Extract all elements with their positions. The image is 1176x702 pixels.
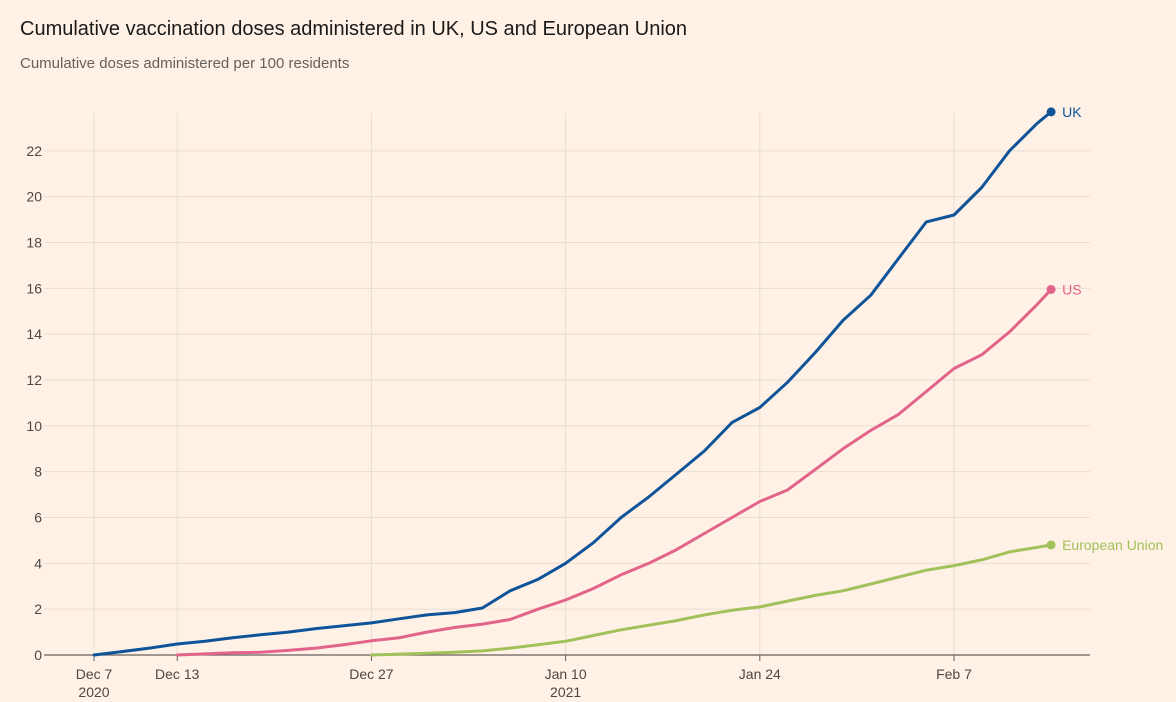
chart-subtitle: Cumulative doses administered per 100 re… [20, 55, 350, 72]
x-tick-label: Jan 24 [739, 666, 781, 682]
y-tick-label: 18 [26, 235, 42, 251]
series-endpoint-uk [1046, 107, 1056, 117]
x-axis-ticks: Dec 7 2020 Dec 13 Dec 27 Jan 10 2021 Jan 24 Feb… [76, 655, 972, 700]
x-tick-sublabel: 2020 [78, 684, 109, 700]
y-tick-label: 12 [26, 372, 42, 388]
series-lines [92, 107, 1056, 657]
y-tick-label: 4 [34, 555, 42, 571]
y-tick-label: 10 [26, 418, 42, 434]
y-tick-label: 14 [26, 326, 42, 342]
series-label-us: US [1062, 281, 1081, 297]
y-tick-label: 20 [26, 189, 42, 205]
y-tick-label: 2 [34, 601, 42, 617]
y-tick-label: 22 [26, 143, 42, 159]
series-line-european-union [369, 543, 1053, 657]
series-endpoint-european-union [1046, 540, 1056, 550]
x-tick-sublabel: 2021 [550, 684, 581, 700]
x-tick-label: Feb 7 [936, 666, 972, 682]
x-tick-label: Jan 10 [545, 666, 587, 682]
y-axis-ticks: 0 2 4 6 8 10 12 14 16 18 20 22 [26, 143, 42, 663]
chart-title: Cumulative vaccination doses administere… [20, 18, 688, 40]
series-line-uk [92, 110, 1053, 657]
x-tick-label: Dec 27 [349, 666, 394, 682]
series-line-us [175, 288, 1053, 657]
series-label-european-union: European Union [1062, 537, 1163, 553]
y-tick-label: 16 [26, 280, 42, 296]
y-tick-label: 6 [34, 510, 42, 526]
grid-lines [44, 113, 1090, 656]
series-endpoint-us [1046, 284, 1056, 294]
series-labels: UK US European Union [1062, 104, 1163, 553]
series-label-uk: UK [1062, 104, 1082, 120]
x-tick-label: Dec 13 [155, 666, 200, 682]
y-tick-label: 0 [34, 647, 42, 663]
y-tick-label: 8 [34, 464, 42, 480]
x-tick-label: Dec 7 [76, 666, 113, 682]
